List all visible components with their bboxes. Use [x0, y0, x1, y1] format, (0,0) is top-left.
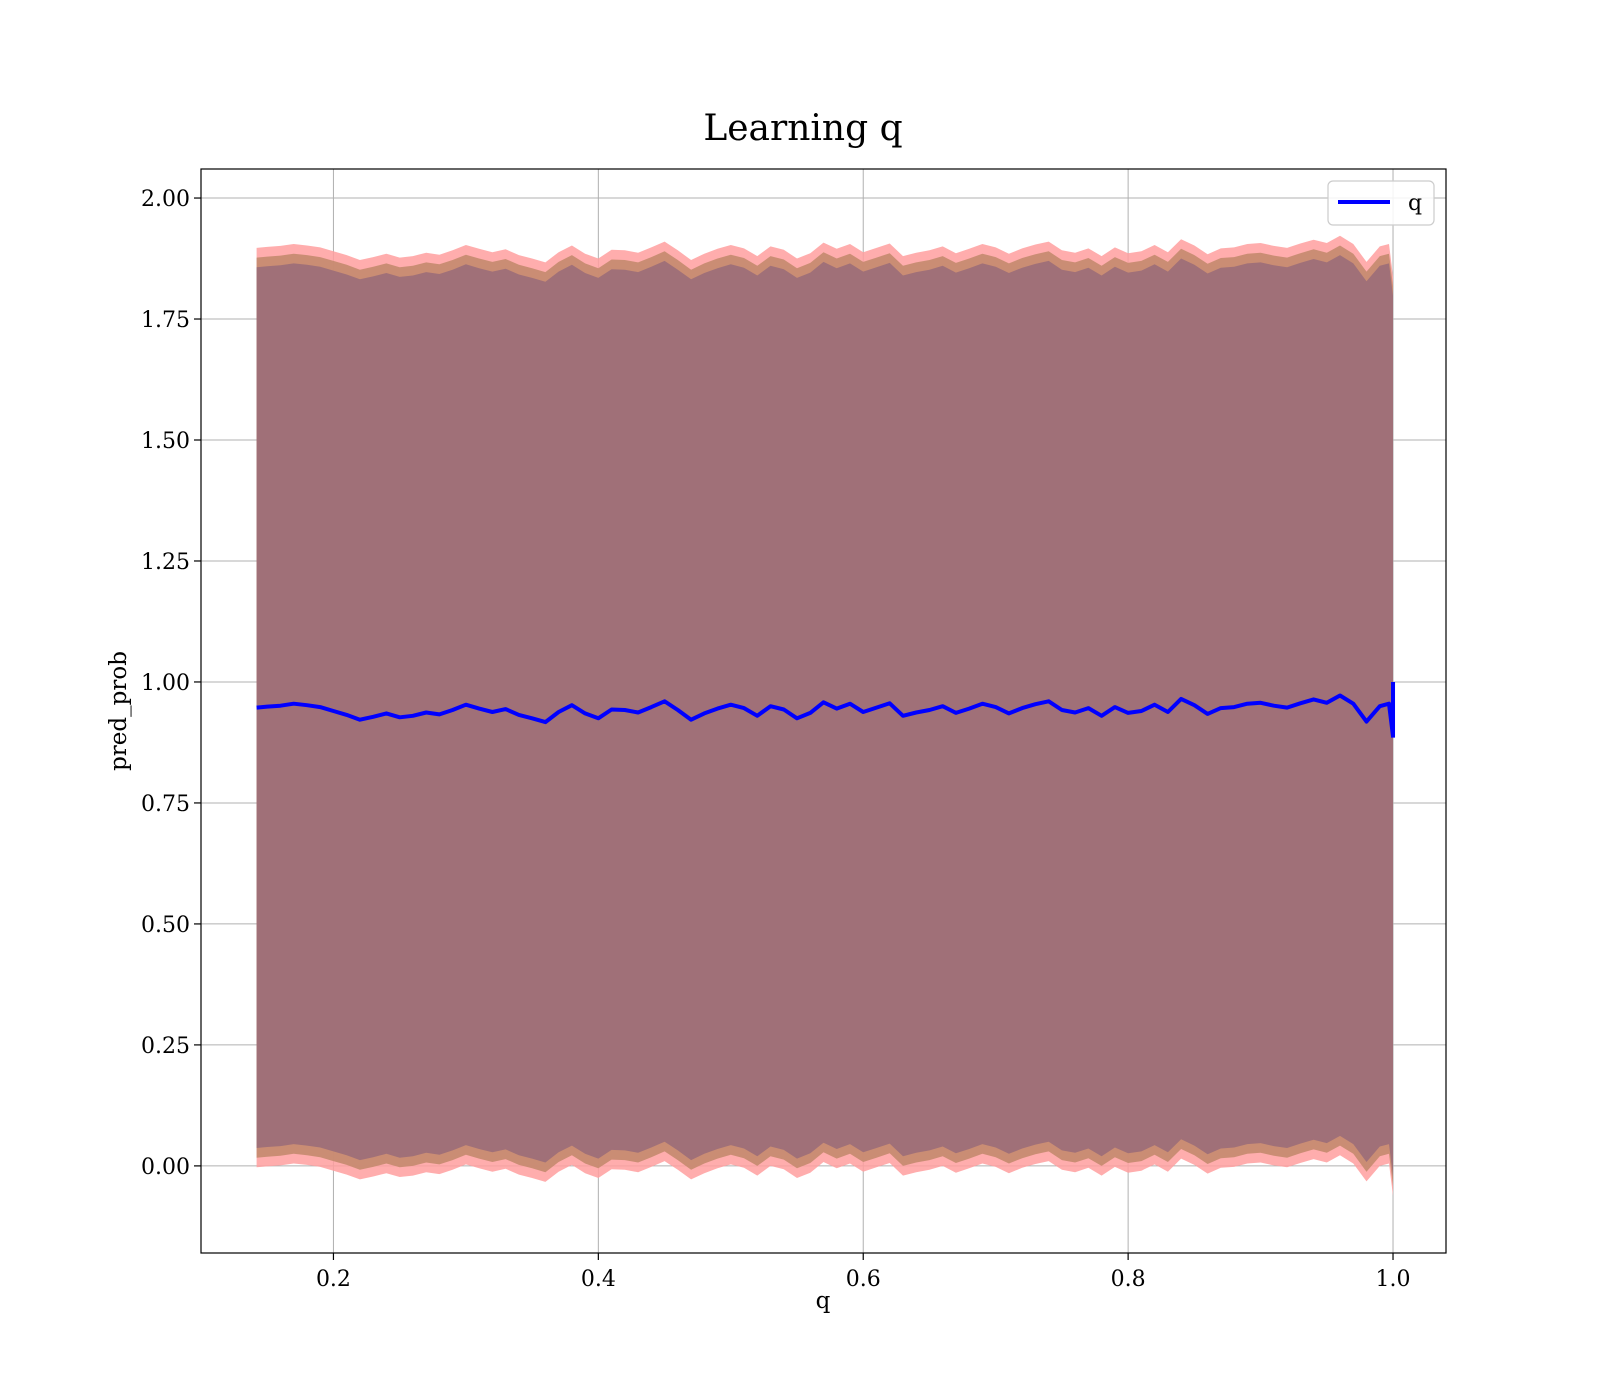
x-tick-label: 0.6 — [846, 1267, 881, 1292]
axis-ticks: 0.2 0.4 0.6 0.8 1.0 0.00 0.25 0.50 0.75 1.00 1.25 1… — [141, 187, 1411, 1292]
y-tick-label: 0.00 — [141, 1155, 190, 1180]
inner-band — [256, 255, 1394, 1177]
series-line-group — [256, 681, 1396, 738]
chart-title: Learning q — [703, 108, 902, 149]
y-tick-label: 0.50 — [141, 913, 190, 938]
y-tick-label: 0.75 — [141, 792, 190, 817]
confidence-band — [256, 235, 1394, 1196]
plot-frame — [200, 168, 1447, 1254]
x-tick-label: 1.0 — [1376, 1267, 1411, 1292]
y-tick-label: 0.25 — [141, 1034, 190, 1059]
y-axis-label: pred_prob — [106, 651, 132, 771]
y-tick-label: 1.50 — [141, 429, 190, 454]
series-line-q — [256, 693, 1395, 737]
x-tick-label: 0.4 — [581, 1267, 616, 1292]
legend: q — [1327, 180, 1435, 226]
legend-label-q: q — [1408, 191, 1422, 216]
y-tick-label: 1.25 — [141, 550, 190, 575]
y-tick-label: 1.00 — [141, 671, 190, 696]
y-tick-label: 1.75 — [141, 308, 190, 333]
y-tick-label: 2.00 — [141, 187, 190, 212]
x-tick-label: 0.8 — [1111, 1267, 1146, 1292]
x-tick-label: 0.2 — [316, 1267, 351, 1292]
x-axis-label: q — [816, 1288, 831, 1314]
